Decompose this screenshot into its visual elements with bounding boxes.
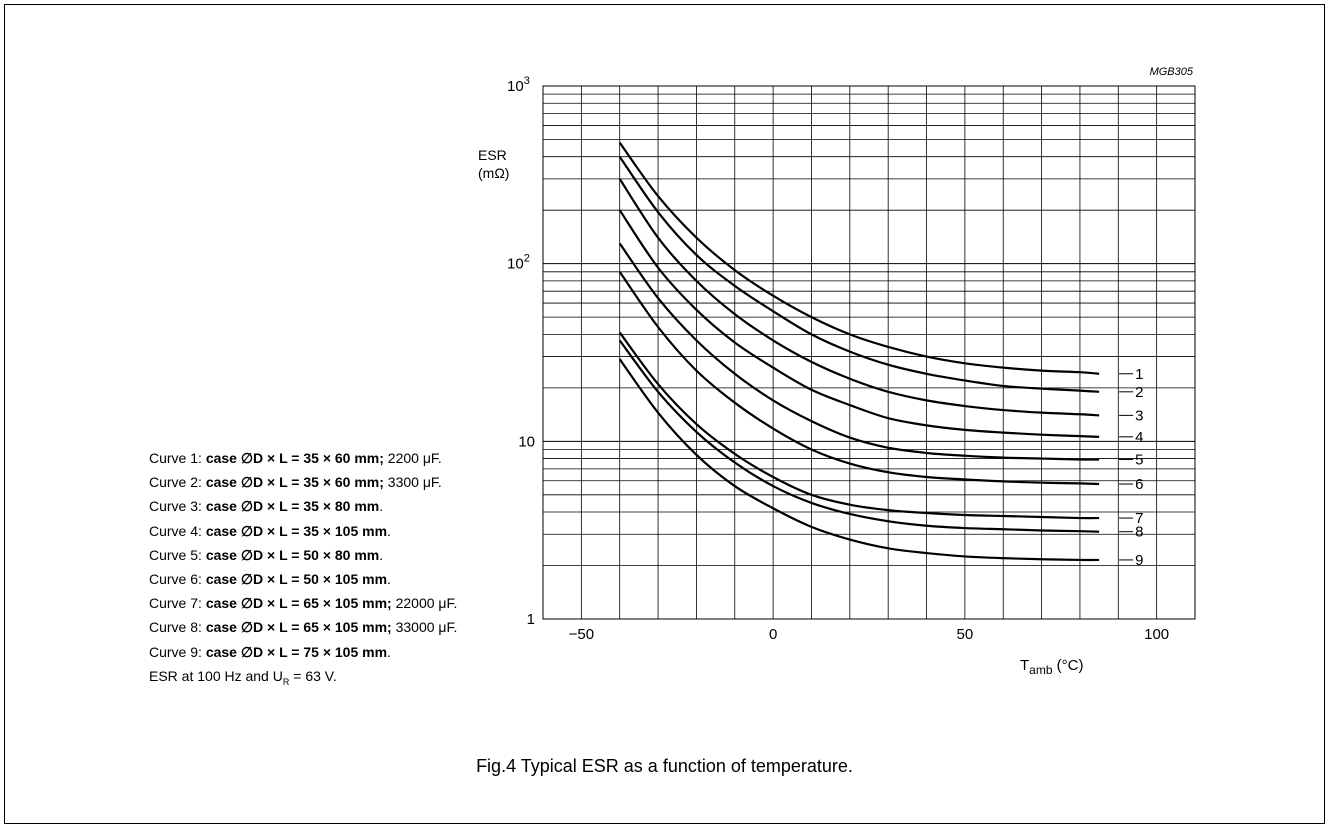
curve-label-8: 8 — [1135, 524, 1143, 541]
legend-prefix: Curve 1: — [149, 450, 206, 466]
note-subscript: R — [282, 676, 290, 687]
legend-suffix: 2200 μF. — [383, 450, 442, 466]
figure-code: MGB305 — [1149, 66, 1193, 78]
x-tick-label: 100 — [1144, 626, 1169, 643]
legend-entry: Curve 3: case ∅D × L = 35 × 80 mm. — [149, 494, 457, 518]
y-tick-label: 103 — [507, 75, 530, 95]
measurement-note: ESR at 100 Hz and UR = 63 V. — [149, 664, 457, 688]
x-tick-label: 50 — [957, 626, 974, 643]
curve-label-5: 5 — [1135, 452, 1143, 469]
curves — [618, 141, 1100, 562]
legend-suffix: 22000 μF. — [391, 595, 458, 612]
legend-entry: Curve 5: case ∅D × L = 50 × 80 mm. — [149, 543, 457, 567]
legend-entry: Curve 7: case ∅D × L = 65 × 105 mm; 2200… — [149, 591, 457, 615]
legend-spec: case ∅D × L = 75 × 105 mm — [205, 643, 388, 660]
legend-spec: case ∅D × L = 35 × 105 mm — [205, 522, 388, 539]
legend-spec: case ∅D × L = 35 × 60 mm; — [205, 474, 384, 491]
legend-spec: case ∅D × L = 50 × 80 mm — [205, 546, 380, 563]
curve-label-2: 2 — [1135, 384, 1143, 401]
legend-suffix: . — [379, 546, 384, 563]
x-axis-label: Tamb (°C) — [1020, 657, 1084, 677]
grid — [543, 86, 1195, 619]
figure-caption: Fig.4 Typical ESR as a function of tempe… — [476, 756, 853, 776]
legend-prefix: Curve 8: — [149, 619, 206, 636]
y-axis-label-line2: (mΩ) — [478, 165, 509, 181]
legend-spec: case ∅D × L = 35 × 60 mm; — [205, 450, 384, 466]
curve-labels: 12 3 4 5 6 78 9 — [1119, 366, 1143, 569]
legend-prefix: Curve 9: — [149, 643, 206, 660]
legend-prefix: Curve 5: — [149, 546, 206, 563]
legend-prefix: Curve 4: — [149, 522, 206, 539]
legend-spec: case ∅D × L = 65 × 105 mm; — [205, 595, 392, 612]
curve-6 — [618, 271, 1100, 486]
legend-entry: Curve 6: case ∅D × L = 50 × 105 mm. — [149, 567, 457, 591]
legend-suffix: . — [387, 522, 391, 539]
x-tick-label: 0 — [769, 626, 777, 643]
legend-prefix: Curve 3: — [149, 498, 206, 515]
curve-label-6: 6 — [1135, 476, 1143, 493]
plot-area-border — [542, 85, 1196, 620]
note-text-end: = 63 V. — [289, 667, 337, 684]
legend-spec: case ∅D × L = 65 × 105 mm; — [205, 619, 392, 636]
y-axis-label-line1: ESR — [478, 147, 507, 163]
curve-label-7: 7 — [1135, 510, 1143, 527]
legend-entry: Curve 1: case ∅D × L = 35 × 60 mm; 2200 … — [149, 446, 457, 470]
y-tick-label: 10 — [518, 433, 535, 450]
tick-labels: −50 0 50 100 1 10 102 103 — [507, 75, 1169, 643]
curve-label-3: 3 — [1135, 407, 1143, 424]
curve-8 — [618, 339, 1100, 533]
curve-label-9: 9 — [1135, 552, 1143, 569]
legend-entry: Curve 4: case ∅D × L = 35 × 105 mm. — [149, 519, 457, 543]
curve-5 — [618, 242, 1100, 461]
curve-1 — [618, 141, 1100, 375]
x-axis-label-unit: (°C) — [1053, 657, 1084, 674]
legend-prefix: Curve 7: — [149, 595, 206, 612]
curve-7 — [618, 331, 1100, 520]
legend-suffix: . — [387, 643, 391, 660]
curve-legend: Curve 1: case ∅D × L = 35 × 60 mm; 2200 … — [149, 446, 457, 688]
curve-9 — [618, 358, 1100, 562]
legend-entry: Curve 9: case ∅D × L = 75 × 105 mm. — [149, 640, 457, 664]
legend-suffix: 3300 μF. — [383, 474, 442, 491]
y-tick-label: 1 — [527, 611, 535, 628]
curve-label-4: 4 — [1135, 429, 1143, 446]
note-text: ESR at 100 Hz and U — [149, 667, 283, 684]
legend-prefix: Curve 2: — [149, 474, 206, 491]
legend-suffix: 33000 μF. — [391, 619, 458, 636]
legend-spec: case ∅D × L = 50 × 105 mm — [205, 570, 388, 587]
x-axis-label-sub: amb — [1029, 663, 1053, 677]
x-axis-label-main: T — [1020, 657, 1029, 674]
legend-suffix: . — [387, 570, 391, 587]
legend-entry: Curve 2: case ∅D × L = 35 × 60 mm; 3300 … — [149, 470, 457, 494]
curve-label-1: 1 — [1135, 366, 1143, 383]
curve-4 — [618, 209, 1100, 438]
y-tick-label: 102 — [507, 253, 530, 273]
curve-2 — [618, 156, 1100, 393]
legend-prefix: Curve 6: — [149, 570, 206, 587]
curve-3 — [618, 178, 1100, 417]
legend-entry: Curve 8: case ∅D × L = 65 × 105 mm; 3300… — [149, 615, 457, 639]
x-tick-label: −50 — [569, 626, 594, 643]
legend-spec: case ∅D × L = 35 × 80 mm — [205, 498, 380, 515]
legend-suffix: . — [379, 498, 384, 515]
